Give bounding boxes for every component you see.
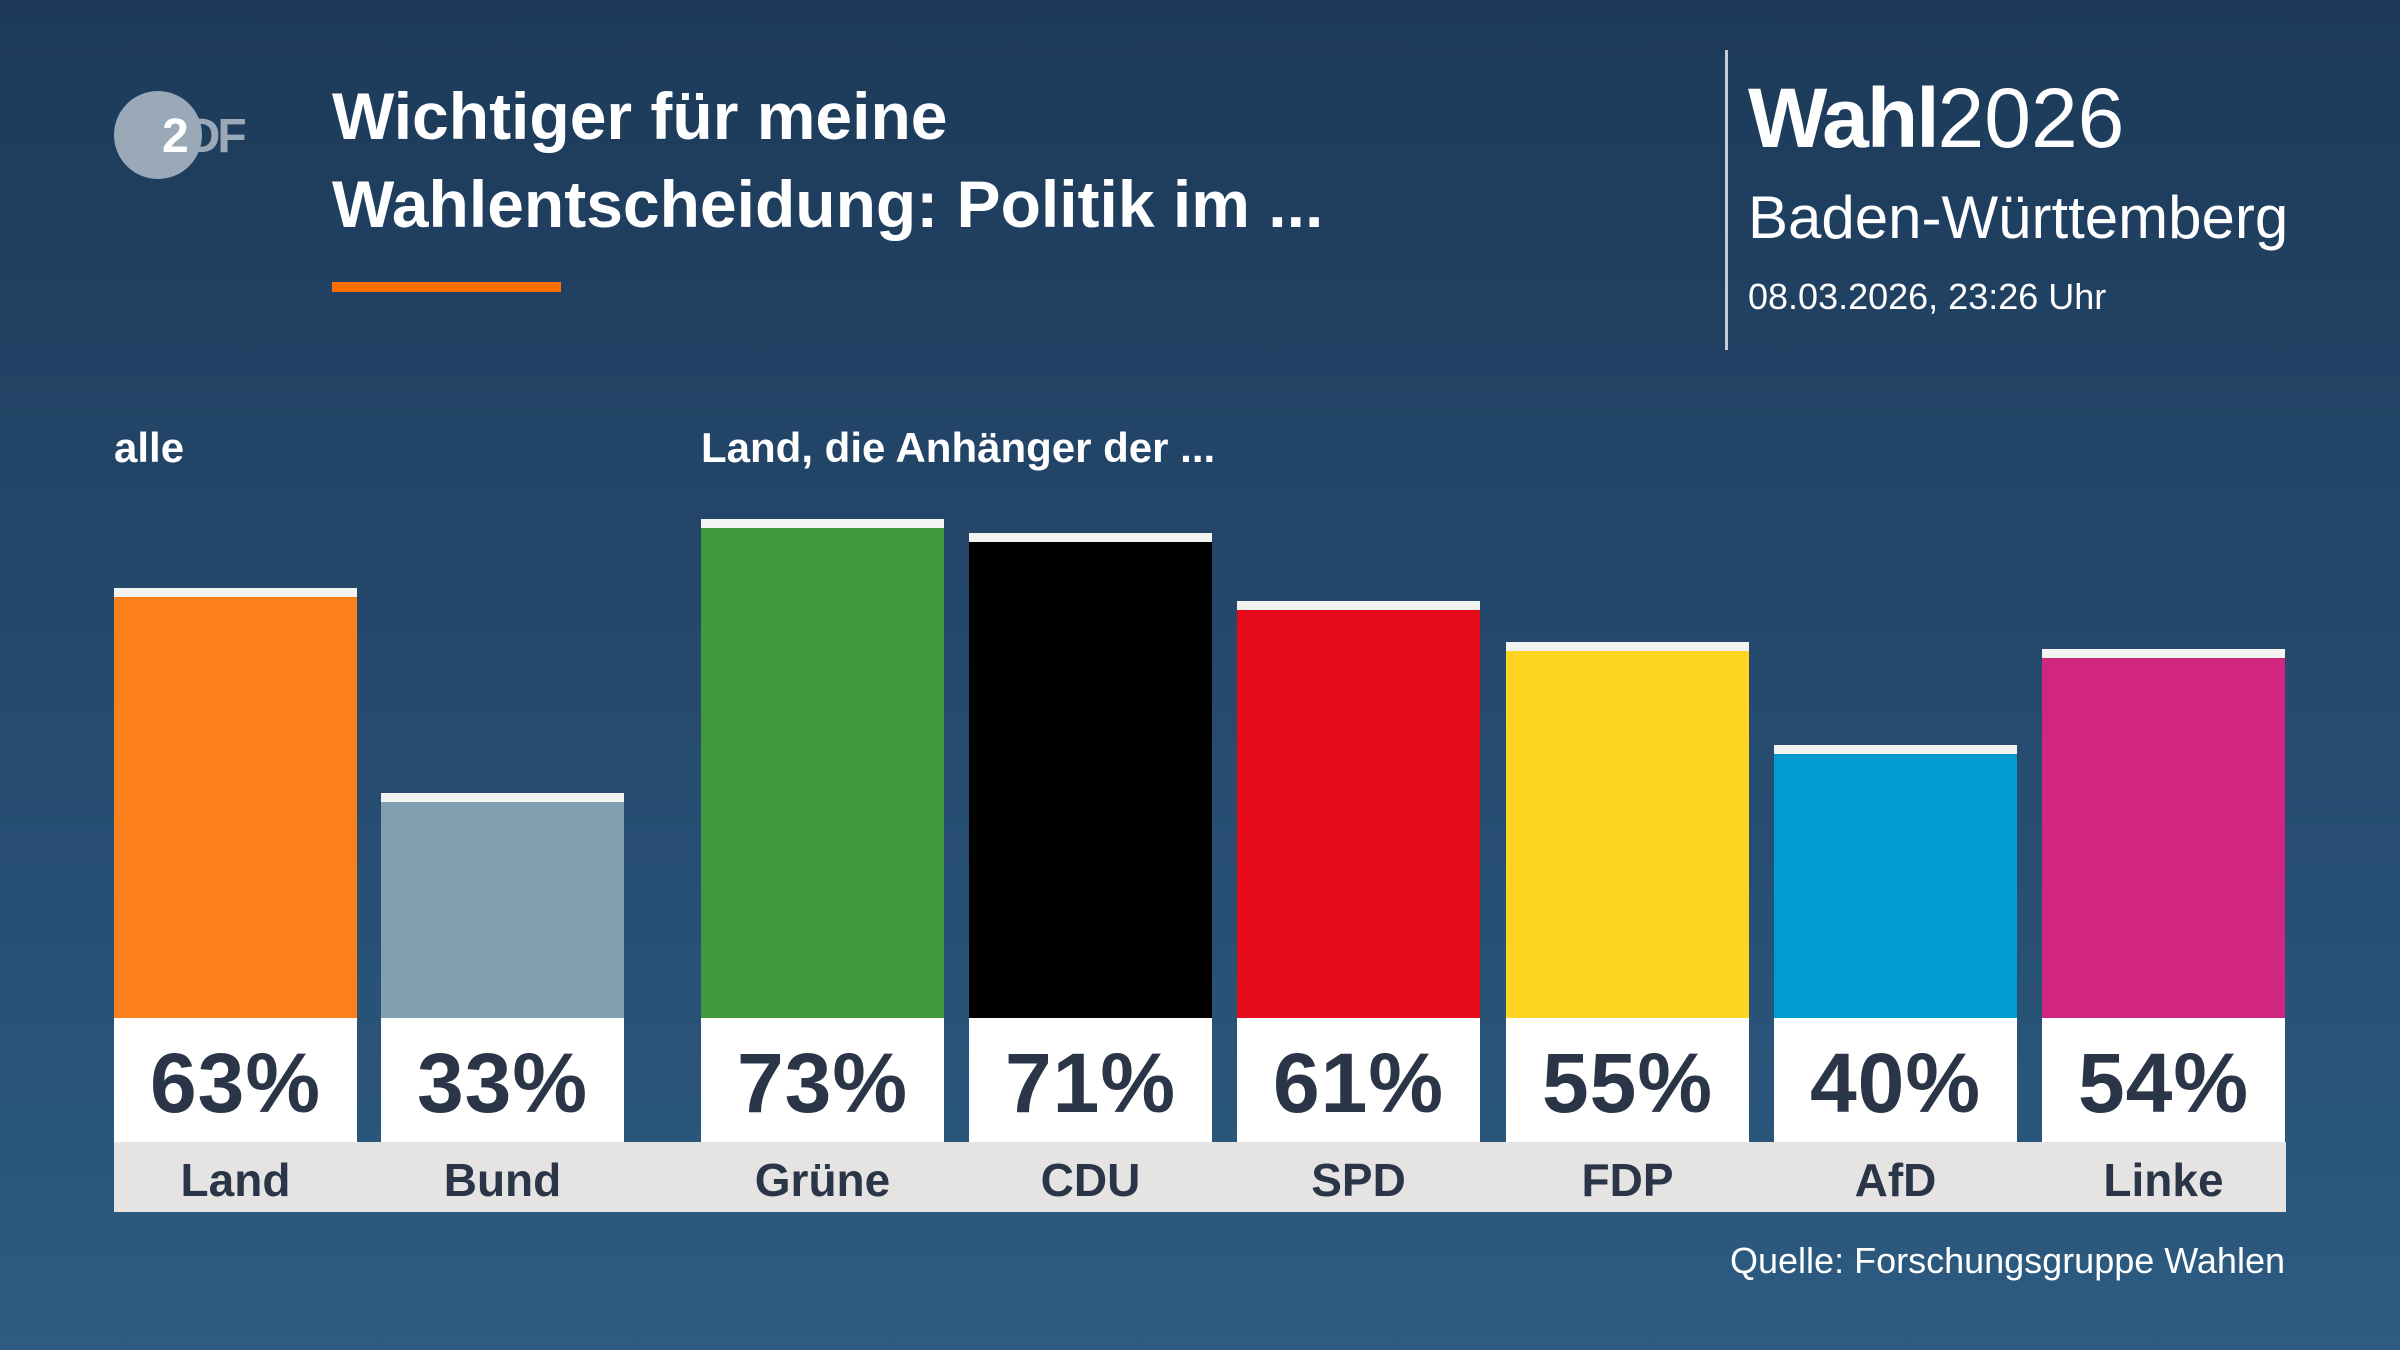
bar-fdp bbox=[1506, 642, 1749, 1018]
value-label: 55% bbox=[1506, 1018, 1749, 1142]
title-line-2: Wahlentscheidung: Politik im ... bbox=[332, 167, 1324, 241]
title-line-1: Wichtiger für meine bbox=[332, 79, 948, 153]
bar-cdu bbox=[969, 533, 1212, 1018]
logo-text: 2DF bbox=[162, 110, 247, 163]
category-label: Linke bbox=[2103, 1154, 2224, 1206]
category-label: FDP bbox=[1581, 1154, 1674, 1206]
category-label: CDU bbox=[1040, 1154, 1141, 1206]
brand-year: 2026 bbox=[1937, 71, 2125, 165]
brand-bold: Wahl bbox=[1748, 71, 1940, 165]
zdf-logo: 2DF bbox=[114, 91, 284, 181]
title-accent-line bbox=[332, 282, 561, 292]
region: Baden-Württemberg bbox=[1748, 184, 2289, 251]
bar-grüne bbox=[701, 519, 944, 1018]
value-label: 40% bbox=[1774, 1018, 2017, 1142]
bar-afd bbox=[1774, 744, 2017, 1018]
bar-bund bbox=[381, 792, 624, 1018]
category-label: AfD bbox=[1854, 1154, 1937, 1206]
bar-land bbox=[114, 587, 357, 1018]
value-label: 63% bbox=[114, 1018, 357, 1142]
category-label: Land bbox=[180, 1154, 291, 1206]
header-divider bbox=[1725, 50, 1728, 350]
value-label: 61% bbox=[1237, 1018, 1480, 1142]
category-label: Grüne bbox=[754, 1154, 891, 1206]
category-label: SPD bbox=[1311, 1154, 1406, 1206]
group-label-supporters: Land, die Anhänger der ... bbox=[701, 424, 1216, 471]
wahl-brand: Wahl2026 bbox=[1748, 68, 2124, 168]
datetime: 08.03.2026, 23:26 Uhr bbox=[1748, 276, 2107, 317]
source: Quelle: Forschungsgruppe Wahlen bbox=[1730, 1240, 2285, 1281]
bar-linke bbox=[2042, 649, 2285, 1018]
bar-spd bbox=[1237, 601, 1480, 1018]
category-strip bbox=[114, 1142, 2286, 1212]
value-label: 33% bbox=[381, 1018, 624, 1142]
logo-circle bbox=[114, 91, 202, 179]
value-label: 73% bbox=[701, 1018, 944, 1142]
group-label-all: alle bbox=[114, 424, 185, 471]
value-label: 71% bbox=[969, 1018, 1212, 1142]
value-label: 54% bbox=[2042, 1018, 2285, 1142]
category-label: Bund bbox=[443, 1154, 562, 1206]
chart-title: Wichtiger für meine Wahlentscheidung: Po… bbox=[332, 72, 1632, 248]
